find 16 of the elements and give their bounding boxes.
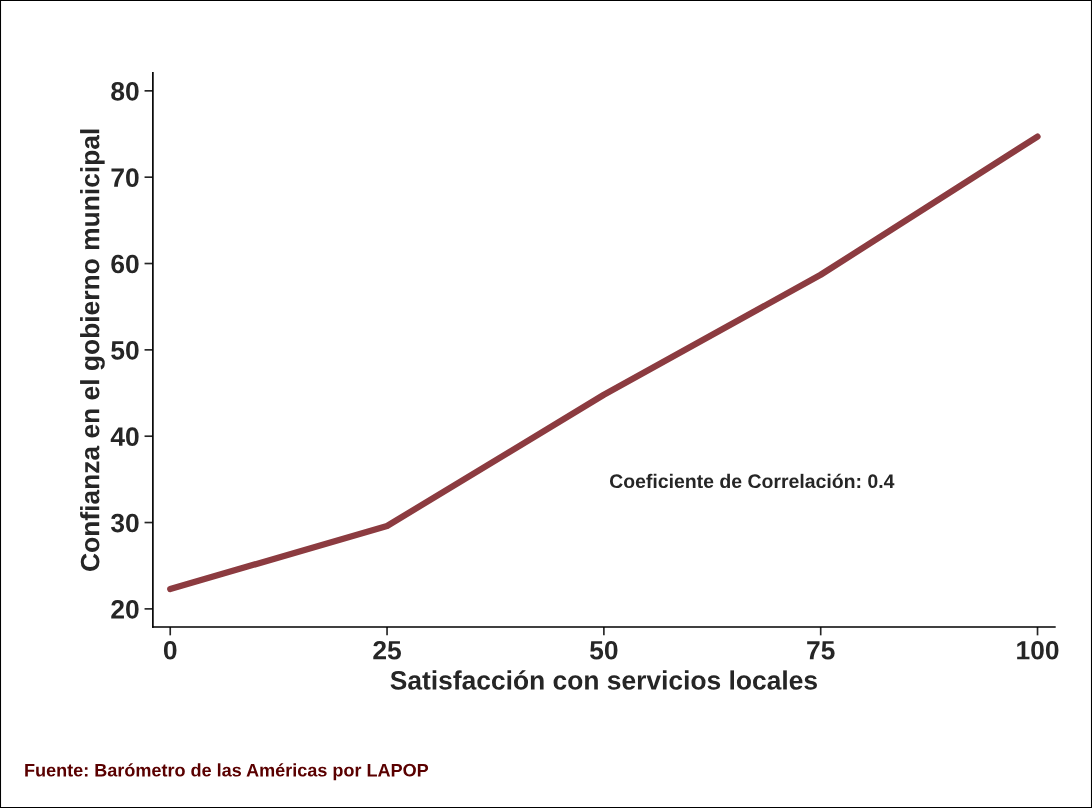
annotation: Coeficiente de Correlación: 0.4 [609, 473, 895, 489]
x-tick-label: 50 [590, 640, 618, 660]
y-tick-label: 30 [110, 513, 139, 533]
x-tick-label: 0 [163, 640, 177, 660]
x-tick-label: 75 [807, 641, 835, 660]
x-axis-title: Satisfacción con servicios locales [390, 670, 817, 690]
source-note: Fuente: Barómetro de las Américas por LAPOP [25, 763, 429, 781]
y-tick-label: 70 [111, 168, 139, 188]
y-tick-label: 50 [111, 341, 139, 360]
y-axis-title: Confianza en el gobierno municipal [80, 129, 105, 571]
y-tick-label: 40 [110, 427, 139, 447]
y-tick-label: 60 [111, 254, 139, 274]
x-tick-label: 100 [1017, 640, 1059, 660]
y-tick-label: 20 [111, 600, 139, 619]
x-tick-label: 25 [373, 640, 401, 660]
y-tick-label: 80 [111, 81, 139, 101]
